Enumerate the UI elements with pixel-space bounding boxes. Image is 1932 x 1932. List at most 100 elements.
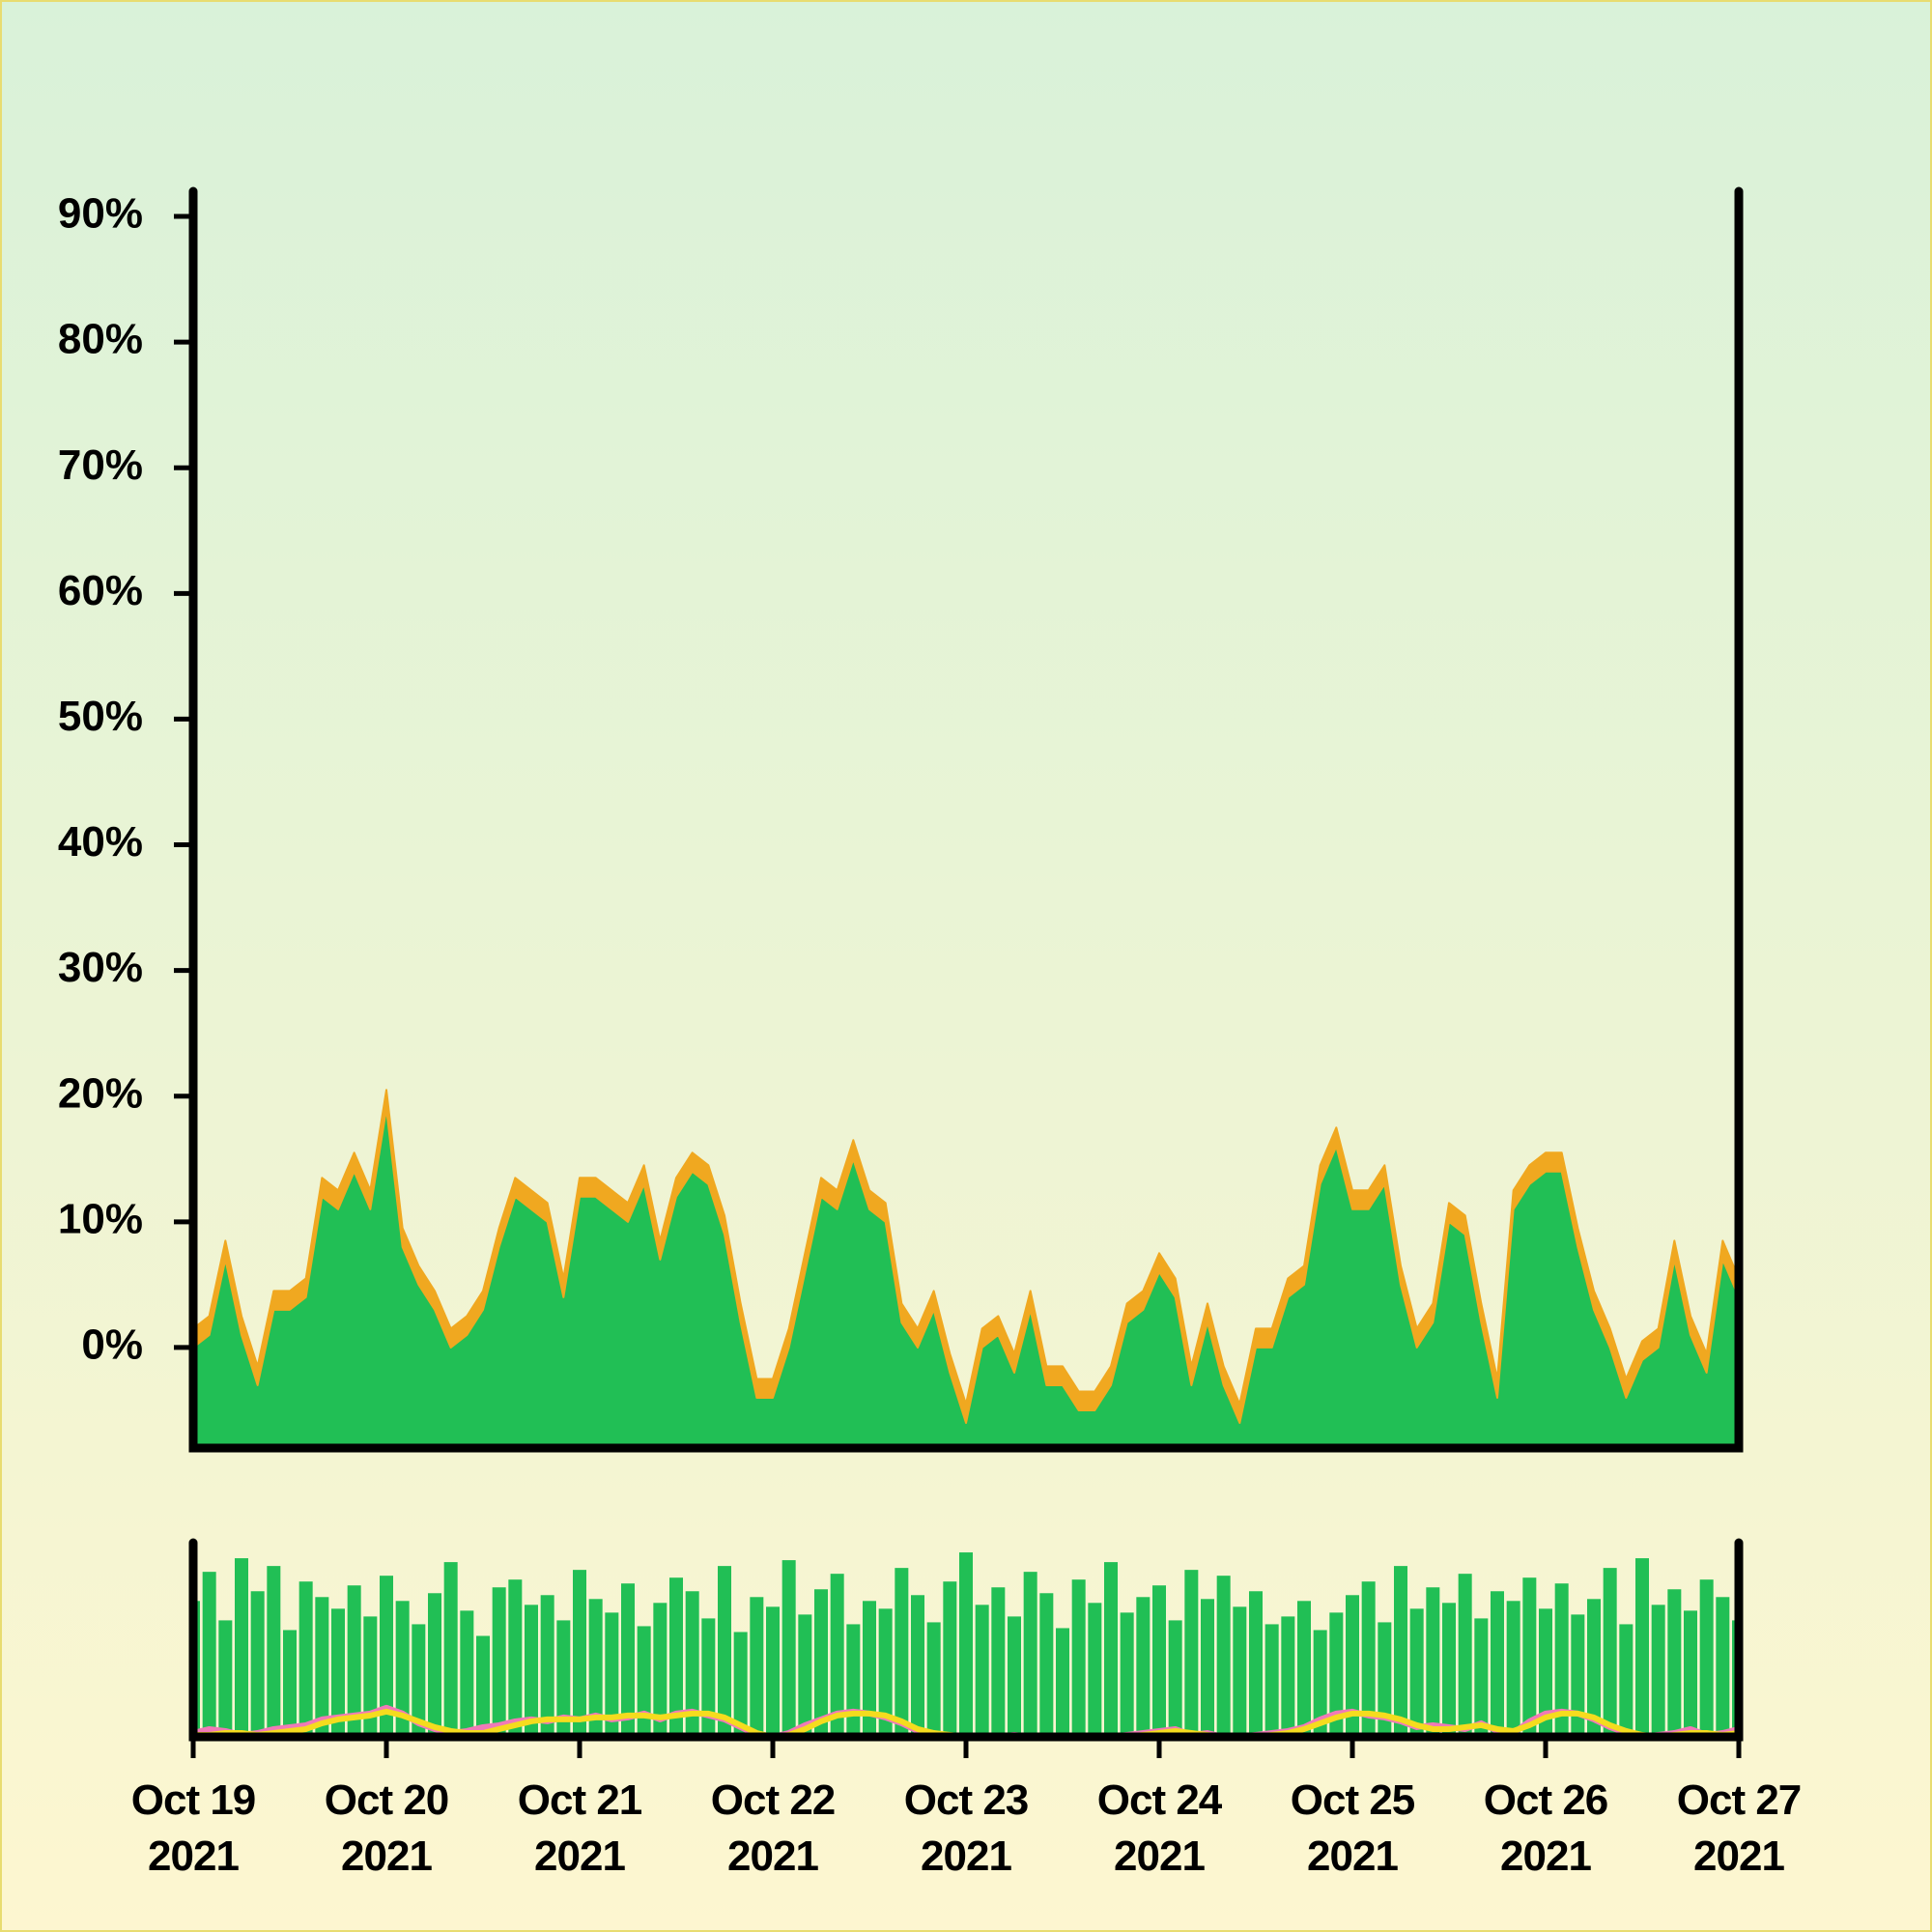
bar: [701, 1618, 716, 1737]
bar: [685, 1591, 699, 1737]
bar: [733, 1632, 748, 1737]
bar: [1409, 1608, 1424, 1737]
bar: [1587, 1599, 1601, 1737]
bar: [267, 1566, 281, 1737]
volume-plot: [193, 1552, 1739, 1737]
x-tick-label: Oct 27 2021: [1676, 1776, 1803, 1880]
bar: [830, 1574, 844, 1737]
bar: [863, 1601, 876, 1737]
bar: [508, 1579, 523, 1737]
bar: [1603, 1568, 1617, 1737]
bar: [718, 1566, 731, 1737]
bar: [766, 1606, 780, 1737]
bar: [1023, 1572, 1037, 1737]
y-tick-label: 30%: [58, 944, 143, 991]
bar: [1056, 1628, 1069, 1737]
bar: [750, 1597, 764, 1737]
bar: [1684, 1610, 1697, 1737]
bar: [1426, 1587, 1440, 1737]
bar: [895, 1568, 909, 1737]
bar: [1120, 1612, 1134, 1737]
bar: [380, 1576, 393, 1737]
bar: [991, 1587, 1006, 1737]
area: [193, 1108, 1739, 1448]
bar: [235, 1558, 248, 1737]
x-tick-label: Oct 23 2021: [903, 1776, 1030, 1880]
y-tick-label: 50%: [58, 693, 143, 740]
area-band: [193, 1089, 1739, 1424]
bar: [1281, 1616, 1295, 1737]
bar: [556, 1620, 571, 1737]
bar: [573, 1570, 586, 1737]
bar: [492, 1587, 506, 1737]
bar: [588, 1599, 603, 1737]
bar: [1442, 1603, 1456, 1737]
bar: [653, 1603, 668, 1737]
x-tick-label: Oct 25 2021: [1290, 1776, 1416, 1880]
y-tick-label: 80%: [58, 316, 143, 363]
y-tick-label: 90%: [58, 190, 143, 238]
bar: [1571, 1614, 1585, 1737]
bar: [1216, 1576, 1231, 1737]
bar: [1249, 1591, 1263, 1737]
bar: [1039, 1593, 1054, 1737]
y-tick-label: 40%: [58, 818, 143, 866]
bar: [1699, 1579, 1714, 1737]
bar: [460, 1610, 474, 1737]
bar: [1635, 1558, 1649, 1737]
main-frame: [188, 186, 1744, 1453]
bar: [1491, 1591, 1504, 1737]
y-tick-label: 60%: [58, 567, 143, 614]
bar: [621, 1583, 635, 1737]
line: [193, 1708, 1739, 1737]
bar: [911, 1595, 924, 1737]
bar: [1539, 1608, 1552, 1737]
bar: [1506, 1601, 1520, 1737]
bar: [428, 1593, 441, 1737]
bar: [476, 1635, 490, 1737]
y-tick-label: 10%: [58, 1195, 143, 1242]
x-tick-label: Oct 26 2021: [1483, 1776, 1609, 1880]
bar: [1329, 1612, 1344, 1737]
bar: [669, 1577, 683, 1737]
bar: [443, 1562, 458, 1737]
bar: [298, 1581, 313, 1737]
bar: [1378, 1622, 1392, 1737]
bar: [846, 1624, 861, 1737]
bar: [331, 1608, 345, 1737]
bar: [878, 1608, 893, 1737]
main-plot: [193, 1089, 1739, 1448]
bar: [202, 1572, 216, 1737]
x-tick-label: Oct 19 2021: [130, 1776, 257, 1880]
bar: [315, 1597, 329, 1737]
bar: [1522, 1577, 1537, 1737]
bar: [1667, 1589, 1682, 1737]
bar: [926, 1622, 941, 1737]
bar: [1233, 1606, 1247, 1737]
bar: [250, 1591, 265, 1737]
x-tick-label: Oct 20 2021: [324, 1776, 450, 1880]
bar: [1394, 1566, 1407, 1737]
bar: [959, 1552, 973, 1737]
y-tick-label: 0%: [81, 1321, 143, 1369]
bar: [1088, 1603, 1102, 1737]
bar: [943, 1581, 957, 1737]
bar: [1458, 1574, 1472, 1737]
x-tick-label: Oct 21 2021: [517, 1776, 643, 1880]
bar: [347, 1585, 361, 1737]
axes: [188, 186, 1744, 1742]
bar: [412, 1624, 426, 1737]
bar: [1346, 1595, 1359, 1737]
ticks: 0% 10% 20% 30% 40% 50% 60% 70% 80% 90%: [58, 190, 1742, 1758]
bar: [1152, 1585, 1166, 1737]
bar: [605, 1612, 619, 1737]
bar: [1297, 1601, 1311, 1737]
x-tick-label: Oct 22 2021: [710, 1776, 837, 1880]
bar: [1168, 1620, 1182, 1737]
bar: [1201, 1599, 1214, 1737]
y-tick-label: 70%: [58, 441, 143, 489]
bar: [540, 1595, 554, 1737]
bar: [1136, 1597, 1151, 1737]
